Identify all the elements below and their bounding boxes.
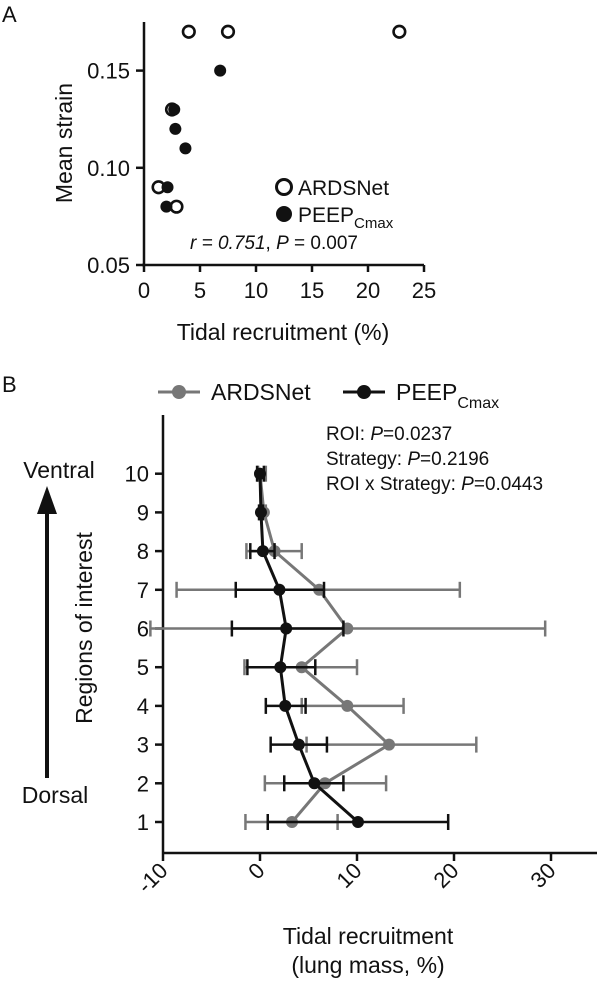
peep-point (308, 777, 321, 790)
dorsal-label: Dorsal (22, 782, 88, 808)
legend-ardsnet-marker (275, 178, 293, 196)
peep-point (256, 545, 269, 558)
peep-point (254, 467, 266, 480)
peep-point (280, 622, 293, 635)
panel-b-y-tick-label: 5 (137, 655, 149, 680)
peep-point (169, 122, 182, 135)
ventral-label: Ventral (23, 457, 95, 483)
legend-peep-dot (357, 385, 371, 399)
stat-strategy: Strategy: P=0.2196 (326, 449, 489, 470)
panel-b-y-tick-label: 3 (137, 733, 149, 758)
ardsnet-point (392, 24, 407, 39)
legend-ardsnet-label: ARDSNet (298, 177, 389, 200)
panel-a-x-tick-label: 0 (138, 278, 150, 303)
peep-point (292, 738, 305, 751)
panel-a-y-tick-label: 0.10 (87, 156, 130, 181)
panel-b-y-tick-label: 6 (137, 617, 149, 642)
ardsnet-point (181, 24, 196, 39)
panel-b-y-tick-label: 1 (137, 810, 149, 835)
panel-b-letter: B (2, 372, 17, 397)
panel-a-x-ticks: 0 5 10 15 20 25 (138, 265, 436, 303)
ardsnet-point (383, 738, 396, 751)
legend-peep-marker (276, 206, 292, 222)
peep-line (258, 473, 359, 824)
panel-a-correlation: r = 0.751, P = 0.007 (190, 233, 358, 254)
peep-point (160, 200, 173, 213)
panel-b-legend: ARDSNet PEEPCmax (158, 379, 499, 412)
panel-b: B ARDSNet PEEPCmax -10 0 10 20 30 1234567891… (2, 372, 597, 978)
panel-b-x-title-line1: Tidal recruitment (283, 923, 454, 949)
panel-a-points (151, 24, 407, 214)
peep-point (254, 506, 267, 519)
panel-b-x-tick-label: -10 (132, 858, 172, 898)
ardsnet-line (258, 473, 392, 823)
ventral-arrow-head (37, 486, 57, 514)
stat-interaction: ROI x Strategy: P=0.0443 (326, 474, 543, 495)
peep-point (168, 103, 181, 116)
peep-point (351, 816, 364, 828)
panel-b-series (149, 465, 547, 830)
panel-b-stats: ROI: P=0.0237 Strategy: P=0.2196 ROI x S… (326, 424, 543, 495)
peep-point (214, 64, 227, 77)
peep-point (274, 661, 287, 674)
panel-b-y-title: Regions of interest (71, 532, 97, 724)
panel-a-y-title: Mean strain (51, 83, 77, 203)
panel-b-y-tick-label: 2 (137, 771, 149, 796)
panel-b-x-ticks: -10 0 10 20 30 (132, 853, 561, 898)
panel-a: A 0 5 10 15 20 25 0.05 0.10 0.15 Tidal recruitm… (2, 2, 436, 345)
panel-b-y-tick-label: 8 (137, 539, 149, 564)
ardsnet-point (341, 699, 354, 712)
peep-series (230, 465, 450, 830)
panel-a-y-ticks: 0.05 0.10 0.15 (87, 59, 144, 278)
panel-b-x-tick-label: 10 (332, 858, 367, 893)
panel-b-y-ticks: 1 2 3 4 5 6 7 8 9 10 (125, 462, 163, 835)
panel-b-x-title-line2: (lung mass, %) (291, 952, 444, 978)
legend-b-ardsnet-label: ARDSNet (211, 379, 311, 405)
panel-a-x-tick-label: 10 (244, 278, 268, 303)
panel-a-x-tick-label: 5 (194, 278, 206, 303)
legend-b-peep-label: PEEPCmax (396, 379, 499, 412)
panel-a-legend: ARDSNet PEEPCmax (275, 177, 394, 232)
panel-b-x-tick-label: 20 (429, 858, 464, 893)
panel-a-x-tick-label: 25 (412, 278, 436, 303)
ardsnet-series (149, 465, 547, 830)
legend-peep-label: PEEPCmax (298, 204, 394, 232)
panel-a-x-tick-label: 20 (356, 278, 380, 303)
panel-a-letter: A (2, 2, 17, 27)
panel-b-x-tick-label: 30 (526, 858, 561, 893)
panel-a-x-title: Tidal recruitment (%) (177, 319, 390, 345)
ardsnet-point (220, 24, 236, 39)
panel-a-x-tick-label: 15 (300, 278, 324, 303)
peep-point (273, 583, 286, 596)
panel-a-y-tick-label: 0.15 (87, 59, 130, 84)
peep-point (279, 699, 292, 712)
peep-point (161, 181, 174, 194)
panel-b-y-tick-label: 4 (137, 694, 149, 719)
stat-roi: ROI: P=0.0237 (326, 424, 452, 445)
peep-point (179, 142, 192, 155)
panel-a-y-tick-label: 0.05 (87, 253, 130, 278)
legend-ardsnet-dot (172, 385, 186, 399)
panel-b-y-tick-label: 10 (125, 462, 149, 487)
ardsnet-point (169, 199, 184, 214)
panel-b-x-tick-label: 0 (243, 858, 269, 884)
panel-b-y-tick-label: 7 (137, 578, 149, 603)
panel-b-y-tick-label: 9 (137, 500, 149, 525)
